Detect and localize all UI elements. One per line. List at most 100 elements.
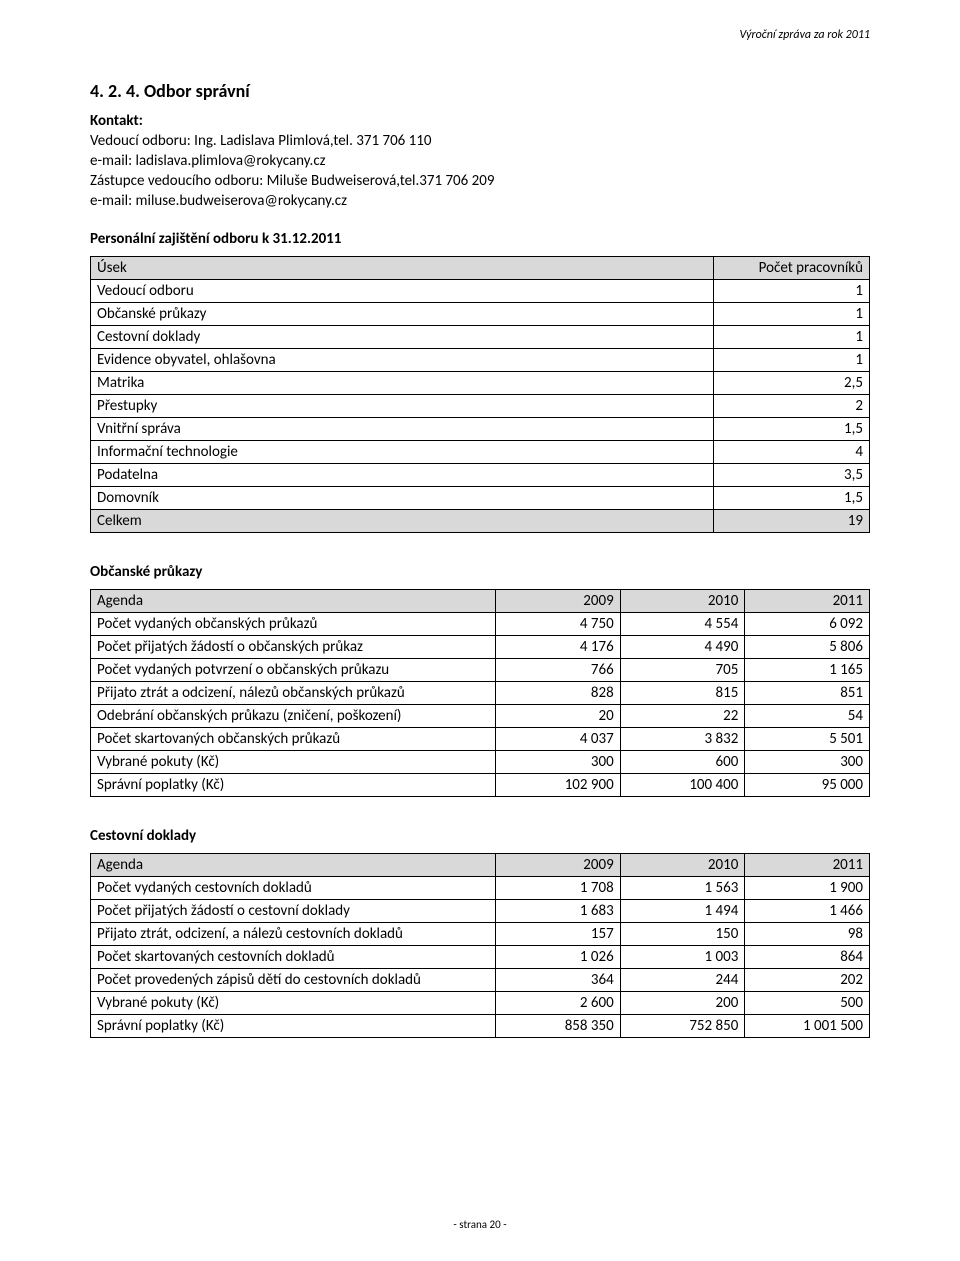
cell-label: Počet skartovaných cestovních dokladů	[91, 946, 496, 969]
table-header-row: Agenda 2009 2010 2011	[91, 854, 870, 877]
cell-label: Cestovní doklady	[91, 326, 714, 349]
col-header: Úsek	[91, 257, 714, 280]
col-header: 2010	[620, 590, 745, 613]
cell-value: 364	[496, 969, 621, 992]
col-header: 2011	[745, 590, 870, 613]
cell-label: Počet vydaných občanských průkazů	[91, 613, 496, 636]
table-row: Odebrání občanských průkazu (zničení, po…	[91, 705, 870, 728]
table-row: Počet vydaných potvrzení o občanských pr…	[91, 659, 870, 682]
cell-value: 600	[620, 751, 745, 774]
table-total-row: Celkem 19	[91, 510, 870, 533]
table-row: Občanské průkazy1	[91, 303, 870, 326]
cell-value: 54	[745, 705, 870, 728]
table-row: Počet přijatých žádostí o občanských prů…	[91, 636, 870, 659]
table-row: Vedoucí odboru1	[91, 280, 870, 303]
cell-value: 22	[620, 705, 745, 728]
cell-value: 1 494	[620, 900, 745, 923]
cell-label: Počet přijatých žádostí o občanských prů…	[91, 636, 496, 659]
cell-value: 5 501	[745, 728, 870, 751]
cell-value: 705	[620, 659, 745, 682]
table-row: Domovník1,5	[91, 487, 870, 510]
section-title: 4. 2. 4. Odbor správní	[90, 80, 870, 102]
cell-label: Evidence obyvatel, ohlašovna	[91, 349, 714, 372]
table-row: Správní poplatky (Kč)858 350752 8501 001…	[91, 1015, 870, 1038]
cell-value: 2,5	[714, 372, 870, 395]
staff-heading: Personální zajištění odboru k 31.12.2011	[90, 230, 870, 248]
cell-label: Odebrání občanských průkazu (zničení, po…	[91, 705, 496, 728]
cell-value: 102 900	[496, 774, 621, 797]
page-footer: - strana 20 -	[0, 1218, 960, 1231]
cell-value: 1 683	[496, 900, 621, 923]
cell-value: 1,5	[714, 418, 870, 441]
cell-value: 4 176	[496, 636, 621, 659]
cell-value: 851	[745, 682, 870, 705]
table-header-row: Agenda 2009 2010 2011	[91, 590, 870, 613]
cell-label: Vybrané pokuty (Kč)	[91, 751, 496, 774]
cell-label: Přijato ztrát a odcizení, nálezů občansk…	[91, 682, 496, 705]
cd-table: Agenda 2009 2010 2011 Počet vydaných ces…	[90, 853, 870, 1038]
col-header: 2009	[496, 590, 621, 613]
contact-label: Kontakt:	[90, 112, 870, 130]
cell-label: Počet přijatých žádostí o cestovní dokla…	[91, 900, 496, 923]
contact-block: Kontakt: Vedoucí odboru: Ing. Ladislava …	[90, 112, 870, 210]
table-row: Počet skartovaných cestovních dokladů 1 0…	[91, 946, 870, 969]
table-row: Počet provedených zápisů dětí do cestovn…	[91, 969, 870, 992]
table-row: Vnitřní správa1,5	[91, 418, 870, 441]
cell-label: Vnitřní správa	[91, 418, 714, 441]
contact-line: e-mail: miluse.budweiserova@rokycany.cz	[90, 192, 870, 210]
table-row: Počet skartovaných občanských průkazů4 0…	[91, 728, 870, 751]
cell-value: 98	[745, 923, 870, 946]
cell-value: 752 850	[620, 1015, 745, 1038]
cell-value: 1 708	[496, 877, 621, 900]
col-header: 2009	[496, 854, 621, 877]
col-header: Agenda	[91, 590, 496, 613]
table-row: Počet vydaných cestovních dokladů1 7081 …	[91, 877, 870, 900]
cell-value: 1	[714, 349, 870, 372]
cell-value: 202	[745, 969, 870, 992]
cell-label: Informační technologie	[91, 441, 714, 464]
cell-value: 2	[714, 395, 870, 418]
col-header: Počet pracovníků	[714, 257, 870, 280]
cell-label: Správní poplatky (Kč)	[91, 774, 496, 797]
cell-label: Počet vydaných potvrzení o občanských pr…	[91, 659, 496, 682]
table-row: Vybrané pokuty (Kč)2 600200500	[91, 992, 870, 1015]
cell-value: 4 554	[620, 613, 745, 636]
cell-value: 1 165	[745, 659, 870, 682]
table-header-row: Úsek Počet pracovníků	[91, 257, 870, 280]
table-row: Přestupky2	[91, 395, 870, 418]
table-row: Správní poplatky (Kč)102 900100 40095 00…	[91, 774, 870, 797]
cell-value: 4	[714, 441, 870, 464]
cell-value: 244	[620, 969, 745, 992]
contact-line: e-mail: ladislava.plimlova@rokycany.cz	[90, 152, 870, 170]
cell-label: Přijato ztrát, odcizení, a nálezů cestov…	[91, 923, 496, 946]
col-header: 2010	[620, 854, 745, 877]
table-row: Informační technologie4	[91, 441, 870, 464]
cell-label: Podatelna	[91, 464, 714, 487]
cell-label: Domovník	[91, 487, 714, 510]
cell-value: 1 900	[745, 877, 870, 900]
cell-value: 1,5	[714, 487, 870, 510]
table-row: Podatelna3,5	[91, 464, 870, 487]
cell-value: 150	[620, 923, 745, 946]
op-heading: Občanské průkazy	[90, 563, 870, 581]
cell-value: 1	[714, 303, 870, 326]
col-header: 2011	[745, 854, 870, 877]
cell-value: 3 832	[620, 728, 745, 751]
cell-label: Vedoucí odboru	[91, 280, 714, 303]
cell-value: 864	[745, 946, 870, 969]
cell-value: 4 490	[620, 636, 745, 659]
table-row: Přijato ztrát a odcizení, nálezů občansk…	[91, 682, 870, 705]
cell-value: 1 003	[620, 946, 745, 969]
cell-value: 20	[496, 705, 621, 728]
cell-value: 500	[745, 992, 870, 1015]
cell-label: Matrika	[91, 372, 714, 395]
table-row: Cestovní doklady1	[91, 326, 870, 349]
cell-value: 19	[714, 510, 870, 533]
cell-value: 157	[496, 923, 621, 946]
cell-value: 300	[496, 751, 621, 774]
cell-value: 1 466	[745, 900, 870, 923]
table-row: Počet vydaných občanských průkazů4 7504 …	[91, 613, 870, 636]
table-row: Počet přijatých žádostí o cestovní dokla…	[91, 900, 870, 923]
cell-value: 766	[496, 659, 621, 682]
staff-table: Úsek Počet pracovníků Vedoucí odboru1 Ob…	[90, 256, 870, 533]
